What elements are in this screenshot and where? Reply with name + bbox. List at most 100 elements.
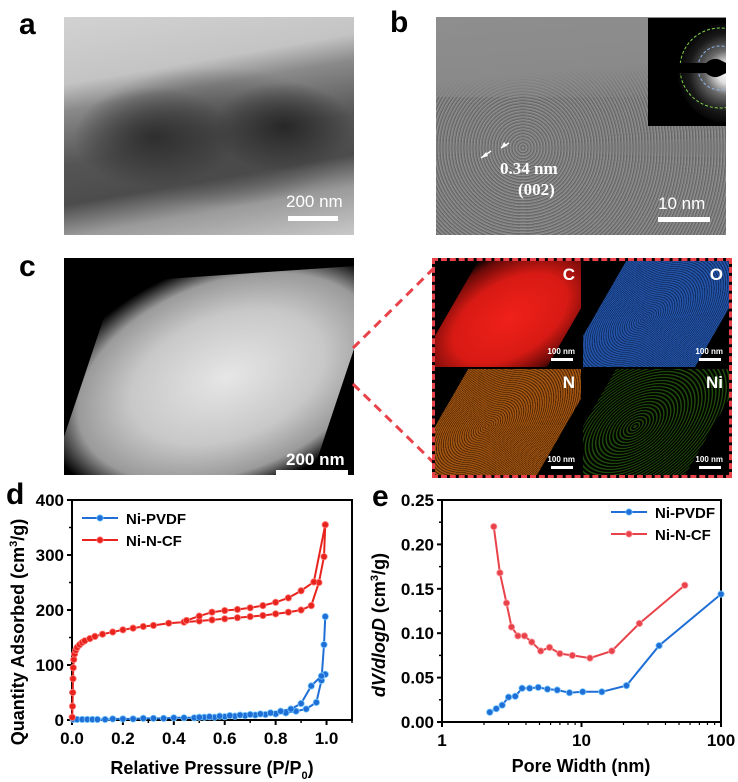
x-tick-label: 0.0 bbox=[60, 729, 84, 748]
data-point bbox=[556, 650, 564, 658]
data-point bbox=[502, 599, 511, 607]
element-label: Ni bbox=[706, 373, 723, 392]
scale-bar-label: 10 nm bbox=[658, 194, 706, 213]
y-tick-label: 400 bbox=[36, 491, 64, 510]
data-point bbox=[490, 523, 498, 531]
data-point bbox=[297, 606, 305, 614]
data-point bbox=[129, 715, 137, 723]
data-point bbox=[165, 619, 173, 627]
scale-bar-label: 100 nm bbox=[695, 455, 723, 464]
data-point bbox=[514, 632, 522, 640]
data-point bbox=[537, 647, 545, 655]
y-axis-title: Quantity Adsorbed (cm3/g) bbox=[8, 519, 28, 745]
data-point bbox=[528, 638, 536, 646]
data-point bbox=[586, 654, 594, 662]
legend-label: Ni-N-CF bbox=[655, 527, 711, 544]
x-tick-label: 10 bbox=[572, 731, 591, 750]
data-point bbox=[507, 623, 516, 631]
data-point bbox=[302, 705, 310, 713]
data-point bbox=[553, 686, 561, 694]
data-point bbox=[534, 683, 542, 691]
data-point bbox=[139, 622, 147, 631]
data-point bbox=[93, 715, 102, 724]
data-point bbox=[98, 630, 107, 638]
svg-text:dV/dlogD (cm3/g): dV/dlogD (cm3/g) bbox=[369, 553, 389, 697]
data-point bbox=[233, 614, 242, 622]
data-point bbox=[717, 590, 725, 598]
saed-inset: (111) (002) 5 nm⁻¹ bbox=[648, 18, 726, 126]
data-point bbox=[180, 714, 188, 722]
scale-bar bbox=[551, 466, 573, 469]
data-point bbox=[320, 553, 328, 561]
data-point bbox=[69, 675, 77, 683]
svg-text:Quantity Adsorbed (cm3/g): Quantity Adsorbed (cm3/g) bbox=[8, 519, 28, 745]
data-point bbox=[565, 689, 574, 697]
data-point bbox=[504, 693, 513, 701]
data-point bbox=[170, 714, 178, 722]
data-point bbox=[119, 715, 127, 723]
data-point bbox=[307, 682, 315, 690]
y-tick-label: 0.20 bbox=[401, 535, 434, 554]
data-point bbox=[68, 702, 77, 710]
plot-area bbox=[68, 521, 329, 724]
eds-map-ni: Ni 100 nm bbox=[583, 369, 729, 475]
data-point bbox=[221, 615, 229, 623]
lattice-arrows bbox=[480, 142, 510, 159]
data-point bbox=[109, 715, 117, 723]
scale-bar-label: 200 nm bbox=[286, 450, 345, 469]
data-point bbox=[205, 713, 214, 721]
y-axis-title: dV/dlogD (cm3/g) bbox=[369, 553, 389, 697]
haadf-stem-image: 200 nm bbox=[64, 258, 354, 475]
plot-area bbox=[486, 523, 725, 716]
y-tick-label: 100 bbox=[36, 656, 64, 675]
lattice-plane-label: (002) bbox=[518, 180, 555, 199]
x-tick-label: 0.4 bbox=[162, 729, 186, 748]
data-point bbox=[655, 642, 663, 650]
scale-bar bbox=[699, 466, 721, 469]
data-point bbox=[259, 602, 267, 610]
y-tick-label: 0.15 bbox=[401, 580, 434, 599]
particle bbox=[64, 264, 354, 475]
legend-label: Ni-N-CF bbox=[126, 533, 182, 550]
x-tick-label: 1.0 bbox=[315, 729, 339, 748]
data-point bbox=[310, 578, 318, 586]
axes: 1 10 100 0.00 0.05 0.10 0.15 0.20 0.25 bbox=[401, 491, 735, 750]
legend: Ni-PVDF Ni-N-CF bbox=[611, 505, 715, 544]
scale-bar-label: 100 nm bbox=[547, 347, 575, 356]
data-point bbox=[284, 594, 292, 602]
data-point bbox=[256, 710, 264, 718]
data-point bbox=[149, 714, 158, 722]
data-point bbox=[543, 685, 552, 693]
data-point bbox=[520, 632, 529, 640]
panel-label-d: d bbox=[6, 478, 25, 511]
data-point bbox=[246, 710, 254, 719]
scale-bar-label: 200 nm bbox=[286, 192, 343, 211]
scale-bar-label: 100 nm bbox=[547, 455, 575, 464]
element-label: C bbox=[562, 265, 575, 284]
eds-map-o: O 100 nm bbox=[583, 261, 729, 367]
y-tick-label: 300 bbox=[36, 546, 64, 565]
data-point bbox=[545, 643, 554, 652]
data-point bbox=[272, 598, 280, 606]
svg-text:Relative Pressure (P/P0): Relative Pressure (P/P0) bbox=[110, 758, 313, 782]
data-point bbox=[182, 616, 191, 625]
data-point bbox=[119, 626, 127, 634]
data-point bbox=[195, 713, 203, 721]
data-point bbox=[608, 647, 616, 655]
data-point bbox=[129, 624, 137, 632]
data-point bbox=[139, 714, 147, 722]
data-point bbox=[681, 581, 689, 589]
tem-image-a: 200 nm bbox=[64, 17, 354, 235]
x-tick-label: 1 bbox=[437, 731, 446, 750]
data-point bbox=[526, 684, 534, 692]
data-point bbox=[486, 708, 494, 716]
scale-bar bbox=[658, 217, 710, 222]
scale-bar-label: 100 nm bbox=[695, 347, 723, 356]
element-label: O bbox=[709, 265, 723, 284]
data-point bbox=[297, 587, 305, 595]
data-point bbox=[69, 664, 77, 672]
legend: Ni-PVDF Ni-N-CF bbox=[82, 511, 186, 550]
data-point bbox=[277, 707, 285, 715]
data-point bbox=[216, 712, 224, 720]
data-point bbox=[208, 616, 216, 624]
